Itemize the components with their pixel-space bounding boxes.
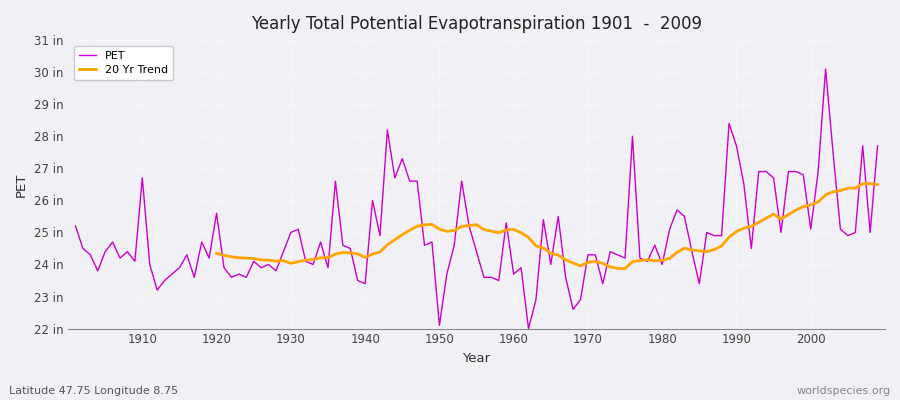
PET [605, 249, 616, 254]
Text: worldspecies.org: worldspecies.org [796, 386, 891, 396]
Line: PET: PET [76, 69, 878, 328]
X-axis label: Year: Year [463, 352, 491, 365]
20 Yr Trend [411, 224, 422, 228]
PET [500, 220, 511, 225]
20 Yr Trend [301, 258, 311, 262]
Title: Yearly Total Potential Evapotranspiration 1901  -  2009: Yearly Total Potential Evapotranspiratio… [251, 15, 702, 33]
PET [523, 326, 534, 331]
PET [70, 224, 81, 228]
PET [508, 272, 519, 276]
PET [820, 66, 831, 71]
20 Yr Trend [865, 181, 876, 186]
PET [130, 259, 140, 264]
20 Yr Trend [620, 266, 631, 271]
PET [338, 243, 348, 248]
20 Yr Trend [783, 212, 794, 217]
20 Yr Trend [212, 251, 222, 256]
20 Yr Trend [769, 212, 779, 216]
20 Yr Trend [872, 182, 883, 187]
20 Yr Trend [680, 246, 690, 251]
Y-axis label: PET: PET [15, 172, 28, 196]
20 Yr Trend [850, 186, 860, 190]
Line: 20 Yr Trend: 20 Yr Trend [217, 184, 878, 269]
Legend: PET, 20 Yr Trend: PET, 20 Yr Trend [74, 46, 174, 80]
PET [292, 227, 303, 232]
PET [872, 144, 883, 148]
Text: Latitude 47.75 Longitude 8.75: Latitude 47.75 Longitude 8.75 [9, 386, 178, 396]
